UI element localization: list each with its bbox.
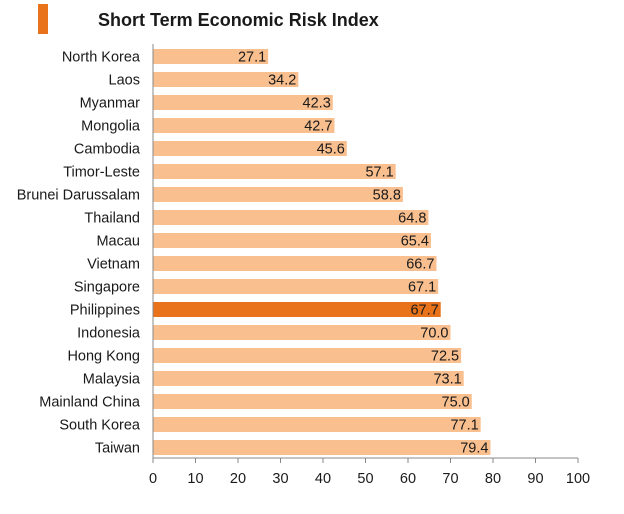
bar: [153, 440, 491, 455]
x-tick-label: 10: [187, 471, 203, 487]
category-label: Timor-Leste: [63, 165, 140, 181]
data-label: 42.7: [304, 119, 332, 135]
data-label: 77.1: [450, 418, 478, 434]
bar: [153, 72, 299, 87]
category-label: Macau: [96, 234, 140, 250]
x-tick-label: 0: [149, 471, 157, 487]
data-label: 58.8: [373, 188, 401, 204]
category-label: Indonesia: [77, 326, 141, 342]
category-label: Myanmar: [80, 96, 141, 112]
category-label: Thailand: [84, 211, 140, 227]
chart-title: Short Term Economic Risk Index: [98, 10, 379, 30]
category-label: Vietnam: [87, 257, 140, 273]
category-labels-group: North Korea Laos Myanmar Mongolia Cambodia Ti…: [17, 50, 141, 457]
data-label: 67.1: [408, 280, 436, 296]
data-label: 66.7: [406, 257, 434, 273]
data-label: 34.2: [268, 73, 296, 89]
category-label: Hong Kong: [67, 349, 140, 365]
x-tick-label: 30: [272, 471, 288, 487]
bar: [153, 279, 439, 294]
bar: [153, 118, 335, 133]
x-tick-label: 70: [442, 471, 458, 487]
x-tick-label: 80: [485, 471, 501, 487]
bar: [153, 95, 333, 110]
data-label: 64.8: [398, 211, 426, 227]
x-tick-label: 40: [315, 471, 331, 487]
data-label: 57.1: [365, 165, 393, 181]
category-label: South Korea: [59, 418, 141, 434]
bar: [153, 417, 481, 432]
category-label: Taiwan: [95, 441, 140, 457]
bar: [153, 371, 464, 386]
bar: [153, 49, 269, 64]
axes-group: 0 10 20 30 40 50 60 70 80 90 100: [149, 44, 590, 487]
category-label: Malaysia: [83, 372, 141, 388]
data-label: 27.1: [238, 50, 266, 66]
bar: [153, 164, 396, 179]
value-labels-group: 27.134.2 42.3 42.7 45.6 57.1 58.8 64.8 65.4 66.7…: [238, 50, 489, 457]
category-label: Brunei Darussalam: [17, 188, 140, 204]
bar: [153, 256, 437, 271]
category-label: Cambodia: [74, 142, 141, 158]
bar: [153, 302, 441, 317]
x-tick-label: 20: [230, 471, 246, 487]
bar: [153, 348, 462, 363]
bar: [153, 141, 347, 156]
bars-group: [153, 49, 491, 455]
data-label: 67.7: [410, 303, 438, 319]
data-label: 72.5: [431, 349, 459, 365]
category-label: North Korea: [62, 50, 141, 66]
category-label: Philippines: [70, 303, 140, 319]
category-label: Mongolia: [81, 119, 141, 135]
x-tick-label: 60: [400, 471, 416, 487]
bar: [153, 187, 403, 202]
bar: [153, 394, 472, 409]
x-tick-label: 90: [527, 471, 543, 487]
data-label: 70.0: [420, 326, 448, 342]
category-label: Mainland China: [39, 395, 141, 411]
bar: [153, 233, 431, 248]
bar: [153, 210, 429, 225]
data-label: 73.1: [433, 372, 461, 388]
data-label: 45.6: [317, 142, 345, 158]
category-label: Laos: [109, 73, 140, 89]
bar: [153, 325, 451, 340]
x-tick-label: 100: [566, 471, 590, 487]
data-label: 65.4: [401, 234, 429, 250]
data-label: 75.0: [442, 395, 470, 411]
data-label: 79.4: [460, 441, 488, 457]
category-label: Singapore: [74, 280, 140, 296]
x-tick-label: 50: [357, 471, 373, 487]
title-accent-marker: [38, 4, 48, 34]
data-label: 42.3: [303, 96, 331, 112]
